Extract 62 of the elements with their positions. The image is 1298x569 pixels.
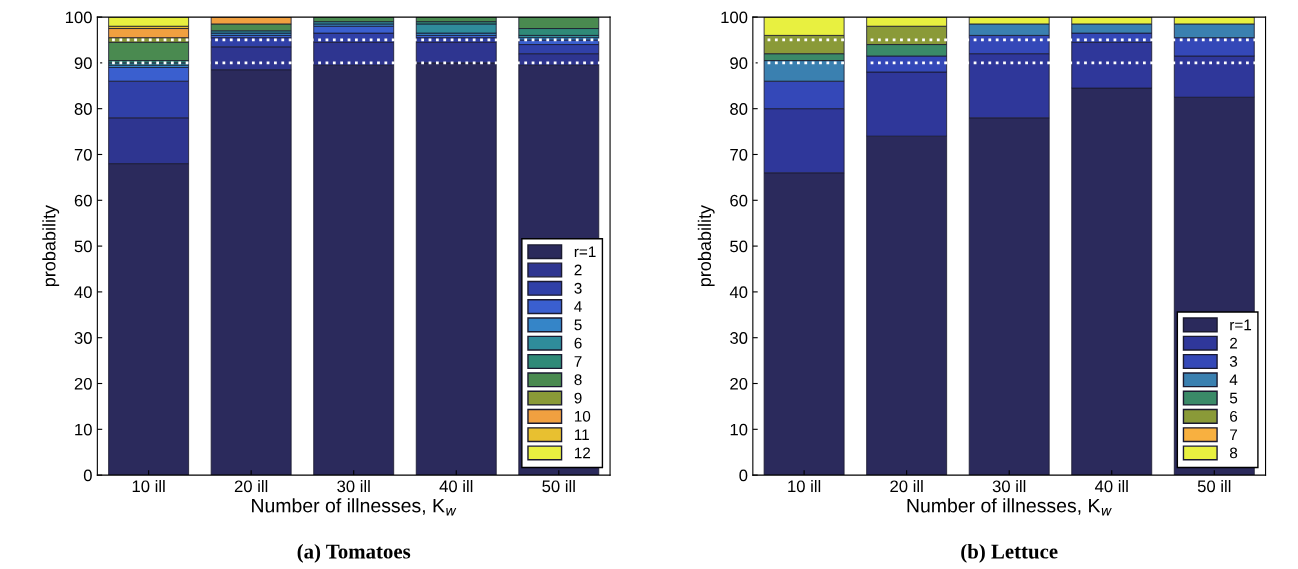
x-tick-label: 10 ill: [132, 479, 165, 493]
y-tick-label: 100: [65, 11, 92, 24]
legend-label: 5: [1229, 392, 1238, 404]
legend-label: 4: [1229, 374, 1238, 386]
y-tick-label: 50: [74, 240, 92, 253]
y-tick-label: 80: [74, 103, 92, 115]
x-tick-label: 20 ill: [890, 479, 923, 493]
y-tick-label: 60: [730, 194, 748, 207]
legend-label: 6: [574, 337, 582, 349]
y-tick-label: 30: [74, 332, 92, 344]
x-tick-label: 10 ill: [788, 479, 821, 493]
y-tick-label: 20: [74, 377, 92, 390]
text: (b) Lettuce: [961, 543, 1058, 563]
y-tick-label: 10: [75, 423, 92, 436]
y-tick-label: 90: [730, 57, 748, 70]
x-tick-label: 50 ill: [542, 479, 575, 493]
legend-label: 2: [574, 264, 582, 276]
legend-label: 2: [1230, 337, 1238, 349]
x-tick-label: 40 ill: [1094, 479, 1128, 493]
y-tick-label: 50: [730, 240, 748, 253]
legend-label: 6: [1230, 410, 1238, 422]
y-tick-label: 0: [739, 469, 748, 482]
y-tick-label: 0: [83, 469, 92, 482]
y-tick-label: 60: [74, 194, 92, 207]
y-tick-label: 20: [730, 377, 748, 390]
y-tick-label: 30: [730, 332, 748, 344]
y-tick-label: 80: [730, 103, 748, 115]
x-tick-label: 40 ill: [439, 479, 473, 493]
legend-label: 5: [574, 319, 582, 331]
legend-label: 8: [1229, 447, 1238, 459]
y-tick-label: 100: [721, 11, 748, 24]
y-tick-label: 40: [74, 286, 92, 299]
legend-label: 3: [574, 282, 582, 294]
bar: [108, 28, 190, 39]
legend-label: 10: [574, 410, 591, 422]
legend-label: 9: [574, 392, 582, 404]
legend-label: 12: [574, 447, 591, 459]
legend-label: 3: [1229, 356, 1238, 367]
bar: [415, 23, 497, 34]
y-tick-label: 40: [729, 286, 748, 299]
legend-label: 7: [574, 356, 582, 367]
x-tick-label: 20 ill: [234, 479, 268, 493]
x-axis-title: Number of illnesses, K$_{w}$: [907, 498, 1112, 516]
y-tick-label: 70: [730, 148, 748, 161]
y-axis-title: probability: [697, 204, 715, 287]
legend-label: r=1: [1230, 319, 1252, 331]
bar: [108, 17, 190, 27]
legend-label: 11: [574, 429, 589, 440]
legend-label: 4: [574, 301, 582, 312]
legend-label: r=1: [574, 246, 596, 257]
y-axis-title: probability: [42, 204, 60, 287]
x-axis-title: Number of illnesses, K$_{w}$: [252, 498, 457, 516]
legend-label: 7: [1230, 429, 1238, 440]
legend-label: 8: [574, 374, 582, 386]
bar: [108, 41, 190, 61]
x-tick-label: 50 ill: [1197, 479, 1231, 493]
y-tick-label: 10: [730, 423, 748, 436]
text: (a) Tomatoes: [297, 543, 411, 563]
y-tick-label: 90: [74, 57, 92, 70]
x-tick-label: 30 ill: [992, 479, 1026, 493]
y-tick-label: 70: [74, 148, 92, 161]
x-tick-label: 30 ill: [337, 479, 370, 493]
